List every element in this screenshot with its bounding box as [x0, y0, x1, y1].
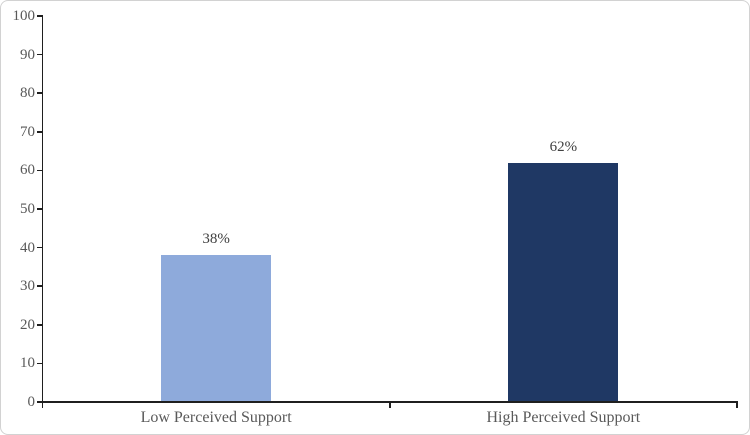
x-tick-mark: [389, 402, 391, 408]
category-label: Low Perceived Support: [140, 409, 292, 426]
y-tick-mark: [36, 208, 43, 210]
x-tick-mark: [41, 402, 44, 408]
y-axis-line: [41, 16, 44, 404]
bar-data-label: 38%: [202, 231, 230, 248]
y-tick-label: 80: [20, 85, 35, 102]
y-tick-mark: [36, 92, 43, 94]
y-tick-label: 50: [20, 201, 35, 217]
bar: [161, 255, 272, 402]
category-label: High Perceived Support: [486, 409, 641, 426]
y-tick-label: 60: [20, 162, 35, 179]
y-tick-mark: [36, 15, 43, 17]
y-tick-mark: [36, 53, 43, 56]
y-tick-mark: [36, 324, 43, 326]
y-tick-label: 90: [20, 46, 35, 63]
x-tick-mark: [736, 402, 738, 408]
bar: [508, 162, 619, 402]
y-tick-label: 30: [20, 278, 35, 295]
y-tick-label: 70: [20, 123, 35, 140]
y-tick-mark: [36, 362, 43, 365]
y-tick-mark: [36, 246, 43, 249]
bar-data-label: 62%: [549, 138, 578, 155]
y-tick-label: 100: [12, 8, 36, 24]
y-tick-label: 40: [20, 239, 35, 256]
y-tick-mark: [36, 169, 43, 172]
y-tick-label: 20: [20, 316, 35, 333]
y-tick-label: 0: [27, 394, 36, 410]
y-tick-mark: [36, 285, 43, 287]
y-tick-mark: [36, 131, 43, 133]
y-tick-label: 10: [20, 355, 35, 372]
y-tick-mark: [36, 401, 43, 403]
